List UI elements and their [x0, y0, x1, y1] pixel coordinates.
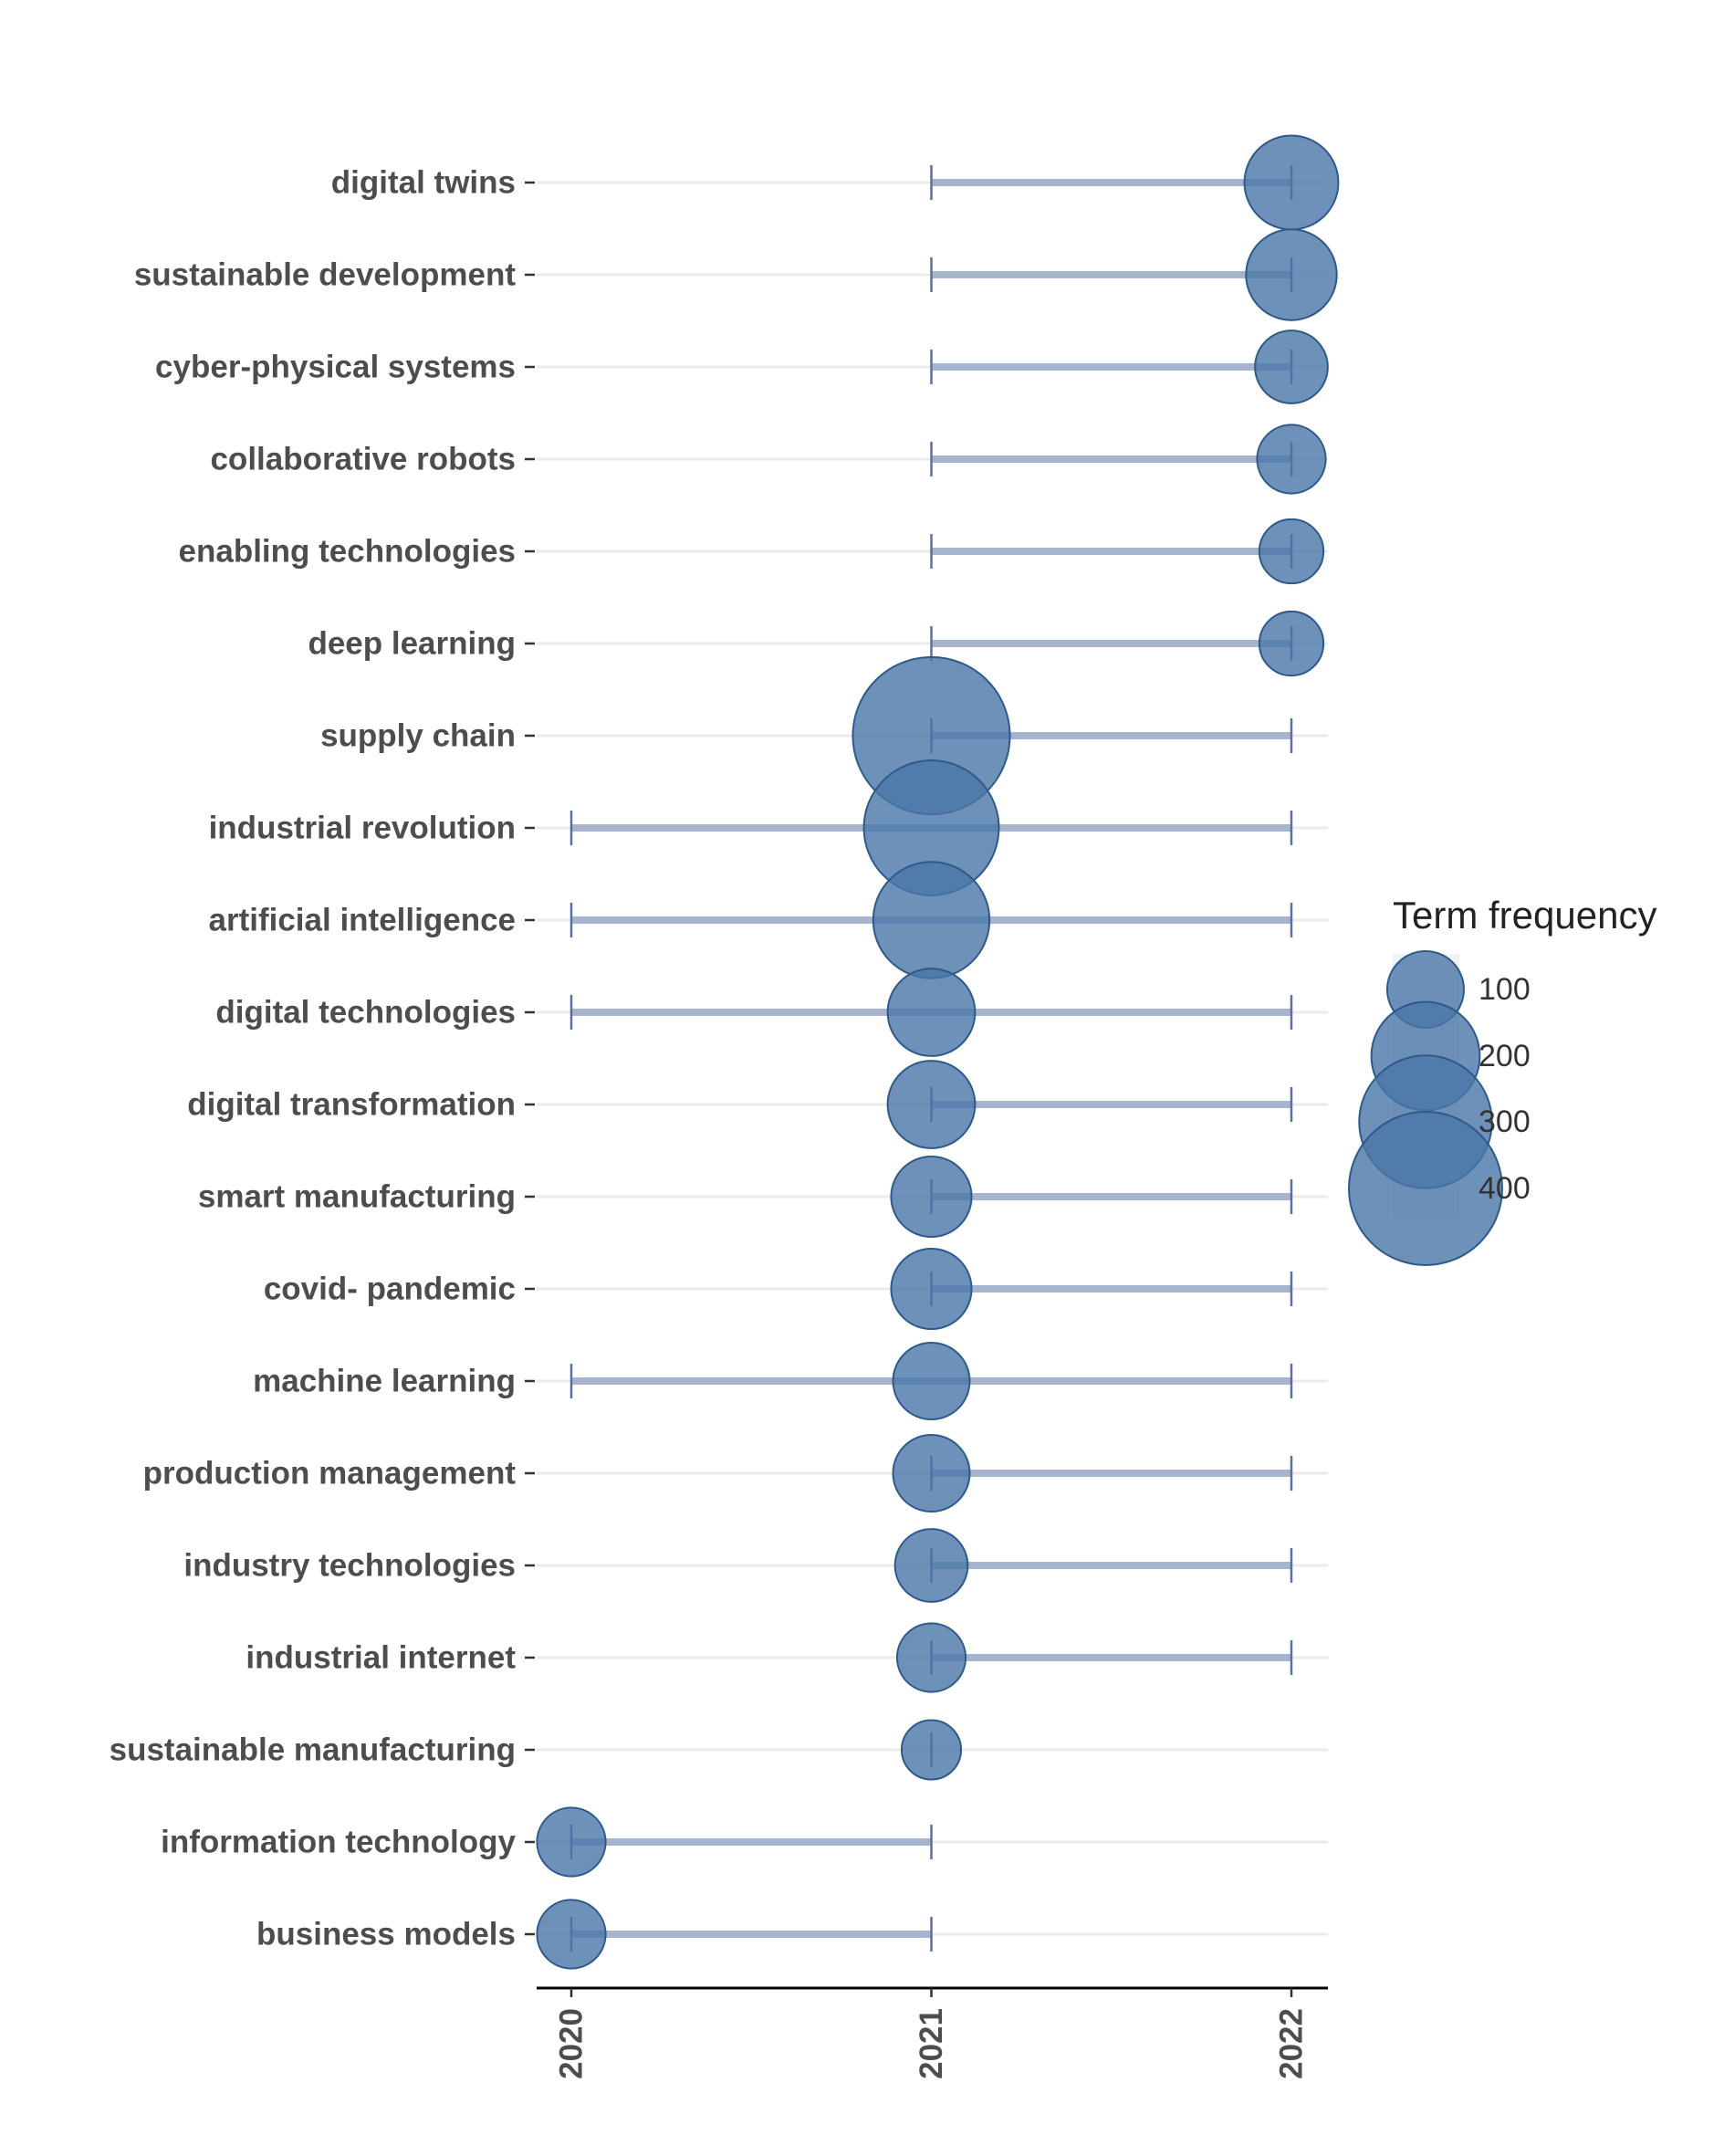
legend-key-circle [1348, 1111, 1503, 1266]
y-axis-labels: digital twins sustainable development cybe… [110, 165, 535, 1952]
legend-label: 400 [1478, 1171, 1531, 1206]
term-label: machine learning [253, 1364, 516, 1399]
data-point [1254, 330, 1329, 404]
term-label: cyber-physical systems [155, 350, 516, 385]
legend-label: 100 [1478, 972, 1531, 1007]
term-label: artificial intelligence [209, 903, 517, 938]
term-label: digital twins [331, 165, 516, 201]
point-layer [536, 134, 1340, 1970]
x-tick-label: 2022 [1274, 2008, 1310, 2079]
term-label: industrial internet [246, 1640, 516, 1676]
legend-title: Term frequency [1393, 894, 1656, 937]
legend-label: 300 [1478, 1104, 1531, 1139]
term-label: smart manufacturing [198, 1179, 516, 1215]
data-point [536, 1806, 607, 1878]
term-label: digital technologies [215, 995, 516, 1031]
term-label: production management [143, 1456, 517, 1491]
data-point [892, 1434, 971, 1512]
term-label: information technology [161, 1825, 516, 1860]
term-label: industry technologies [183, 1548, 516, 1584]
data-point [890, 1155, 973, 1239]
x-tick-label: 2021 [914, 2008, 949, 2079]
data-point [893, 1528, 969, 1603]
term-label: deep learning [308, 626, 516, 662]
data-point [892, 1342, 971, 1420]
data-point [886, 1060, 977, 1149]
x-tick-label: 2020 [554, 2008, 590, 2079]
data-point [536, 1899, 607, 1970]
data-point [1243, 134, 1340, 231]
term-label: sustainable manufacturing [110, 1732, 516, 1768]
term-label: digital transformation [187, 1087, 516, 1123]
legend-label: 200 [1478, 1039, 1531, 1073]
term-label: business models [256, 1917, 516, 1952]
data-point [1245, 228, 1338, 321]
data-point [1258, 610, 1325, 677]
term-label: sustainable development [134, 257, 517, 293]
data-point [1258, 518, 1325, 585]
data-point [890, 1247, 973, 1331]
x-axis: 2020 2021 2022 [537, 1986, 1328, 2079]
data-point [1256, 424, 1327, 495]
data-point [900, 1719, 963, 1781]
term-label: industrial revolution [209, 811, 516, 846]
data-point [895, 1622, 967, 1693]
term-label: collaborative robots [210, 442, 516, 477]
term-label: enabling technologies [179, 534, 516, 570]
term-label: covid- pandemic [264, 1272, 516, 1307]
data-point [886, 968, 977, 1057]
term-label: supply chain [320, 718, 516, 754]
data-point [872, 861, 991, 979]
legend: Term frequency 100 200 300 400 [1348, 894, 1656, 1266]
